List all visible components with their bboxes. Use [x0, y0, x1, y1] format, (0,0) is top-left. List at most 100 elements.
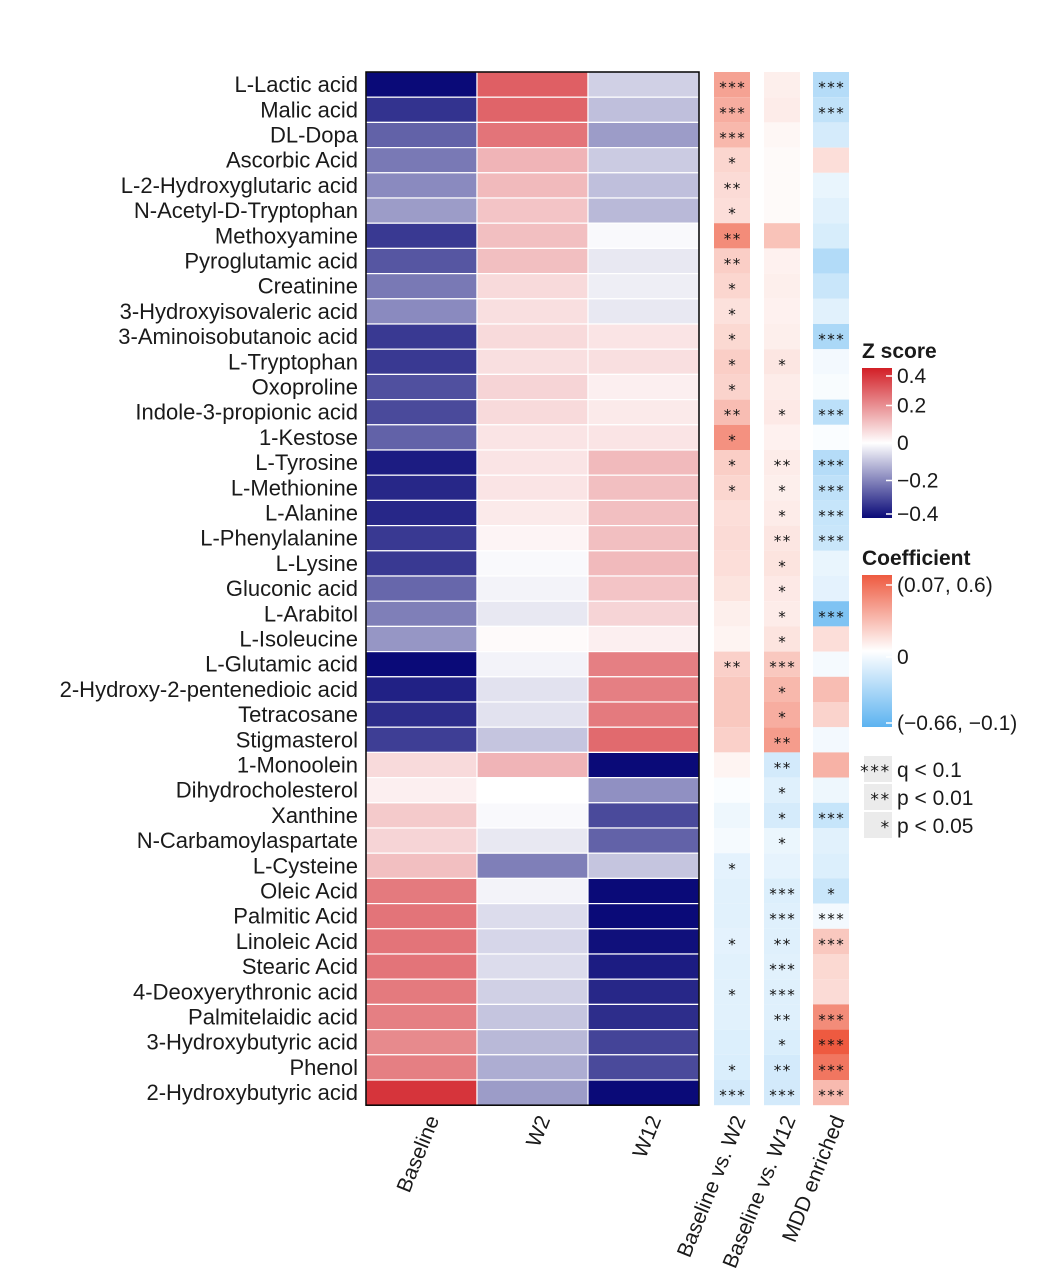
row-label: L-Tryptophan [228, 349, 358, 374]
significance-mark: * [727, 482, 736, 500]
zscore-cell [476, 71, 589, 98]
coef-cell [714, 298, 750, 324]
significance-mark: * [777, 583, 786, 601]
coef-cell [714, 928, 750, 954]
zscore-cell [587, 273, 700, 300]
coef-cell [714, 651, 750, 677]
zscore-tick-label: −0.4 [897, 503, 939, 526]
coef-cell [764, 903, 800, 929]
row-label: 3-Aminoisobutanoic acid [118, 324, 358, 349]
sig-legend-mark: * [880, 818, 890, 838]
coef-cell [764, 727, 800, 753]
coef-tick-label: (−0.66, −0.1) [897, 712, 1017, 735]
coef-cell [813, 878, 849, 904]
coef-cell [764, 928, 800, 954]
zscore-cell [587, 978, 700, 1006]
zscore-cell [365, 625, 478, 653]
coef-cell [813, 979, 849, 1005]
significance-mark: ** [773, 935, 791, 953]
row-label: L-Glutamic acid [205, 652, 358, 677]
row-label: Pyroglutamic acid [184, 249, 358, 274]
zscore-cell [365, 953, 478, 980]
row-label: 3-Hydroxybutyric acid [146, 1030, 358, 1055]
significance-mark: *** [817, 1087, 844, 1105]
zscore-cell [587, 776, 700, 804]
row-label: Xanthine [271, 803, 358, 828]
significance-mark: * [727, 331, 736, 349]
coef-cell [813, 928, 849, 954]
coef-cell [813, 324, 849, 350]
row-label: Creatinine [258, 274, 358, 299]
sig-legend-swatch [864, 784, 892, 810]
zscore-cell [476, 147, 589, 174]
coef-cell [764, 576, 800, 602]
zscore-cell [476, 298, 589, 325]
row-label: L-Phenylalanine [200, 526, 358, 551]
zscore-cell [587, 499, 700, 527]
coef-cell [714, 954, 750, 980]
coef-cell [813, 223, 849, 249]
coef-cell [764, 601, 800, 627]
zscore-cell [587, 147, 700, 174]
coef-cell [764, 324, 800, 350]
coef-cell [813, 676, 849, 702]
zscore-cell [365, 96, 478, 123]
zscore-heatmap [365, 71, 700, 1106]
coef-cell [714, 1054, 750, 1080]
zscore-cell [365, 298, 478, 325]
significance-mark: ** [723, 658, 741, 676]
zscore-cell [476, 676, 589, 703]
coef-cell [764, 147, 800, 173]
coef-cell [764, 853, 800, 879]
column-label: W2 [522, 1112, 555, 1150]
coef-cell [714, 979, 750, 1005]
zscore-cell [365, 600, 478, 628]
zscore-cell [476, 399, 589, 426]
zscore-cell [587, 751, 700, 779]
coef-cell [813, 1004, 849, 1030]
significance-mark: * [727, 381, 736, 399]
zscore-cell [476, 1003, 589, 1031]
significance-mark: ** [723, 406, 741, 424]
coef-cell [813, 626, 849, 652]
zscore-cell [365, 172, 478, 199]
zscore-cell [476, 499, 589, 527]
coef-cell [764, 1080, 800, 1106]
zscore-cell [587, 222, 700, 249]
coef-cell [764, 399, 800, 425]
coef-cell [813, 399, 849, 425]
row-label: Phenol [289, 1055, 358, 1080]
zscore-cell [365, 877, 478, 905]
zscore-cell [587, 726, 700, 754]
coef-cell [764, 298, 800, 324]
zscore-cell [365, 928, 478, 955]
coef-cell [714, 525, 750, 551]
coef-cell [813, 500, 849, 526]
row-label: N-Carbamoylaspartate [137, 828, 358, 853]
zscore-cell [476, 197, 589, 224]
zscore-cell [476, 1028, 589, 1056]
coef-cell [813, 853, 849, 879]
zscore-cell [365, 751, 478, 779]
coef-cell [764, 122, 800, 148]
zscore-cell [587, 121, 700, 149]
sig-legend-label: p < 0.01 [897, 787, 973, 810]
coef-cell [764, 424, 800, 450]
zscore-cell [365, 827, 478, 854]
zscore-cell [587, 373, 700, 401]
zscore-cell [365, 802, 478, 829]
coef-cell [714, 248, 750, 274]
significance-mark: * [777, 557, 786, 575]
coef-cell [813, 777, 849, 803]
coef-cell [764, 954, 800, 980]
zscore-cell [476, 348, 589, 376]
significance-mark: *** [817, 79, 844, 97]
significance-marks: *** ****** ***************** **** **** * *****… [718, 79, 844, 1105]
zscore-cell [476, 902, 589, 930]
zscore-frame [365, 71, 700, 1106]
zscore-cell [587, 550, 700, 577]
coef-cell [813, 1029, 849, 1055]
zscore-cell [365, 121, 478, 149]
significance-mark: *** [768, 1087, 795, 1105]
significance-mark: ** [773, 759, 791, 777]
